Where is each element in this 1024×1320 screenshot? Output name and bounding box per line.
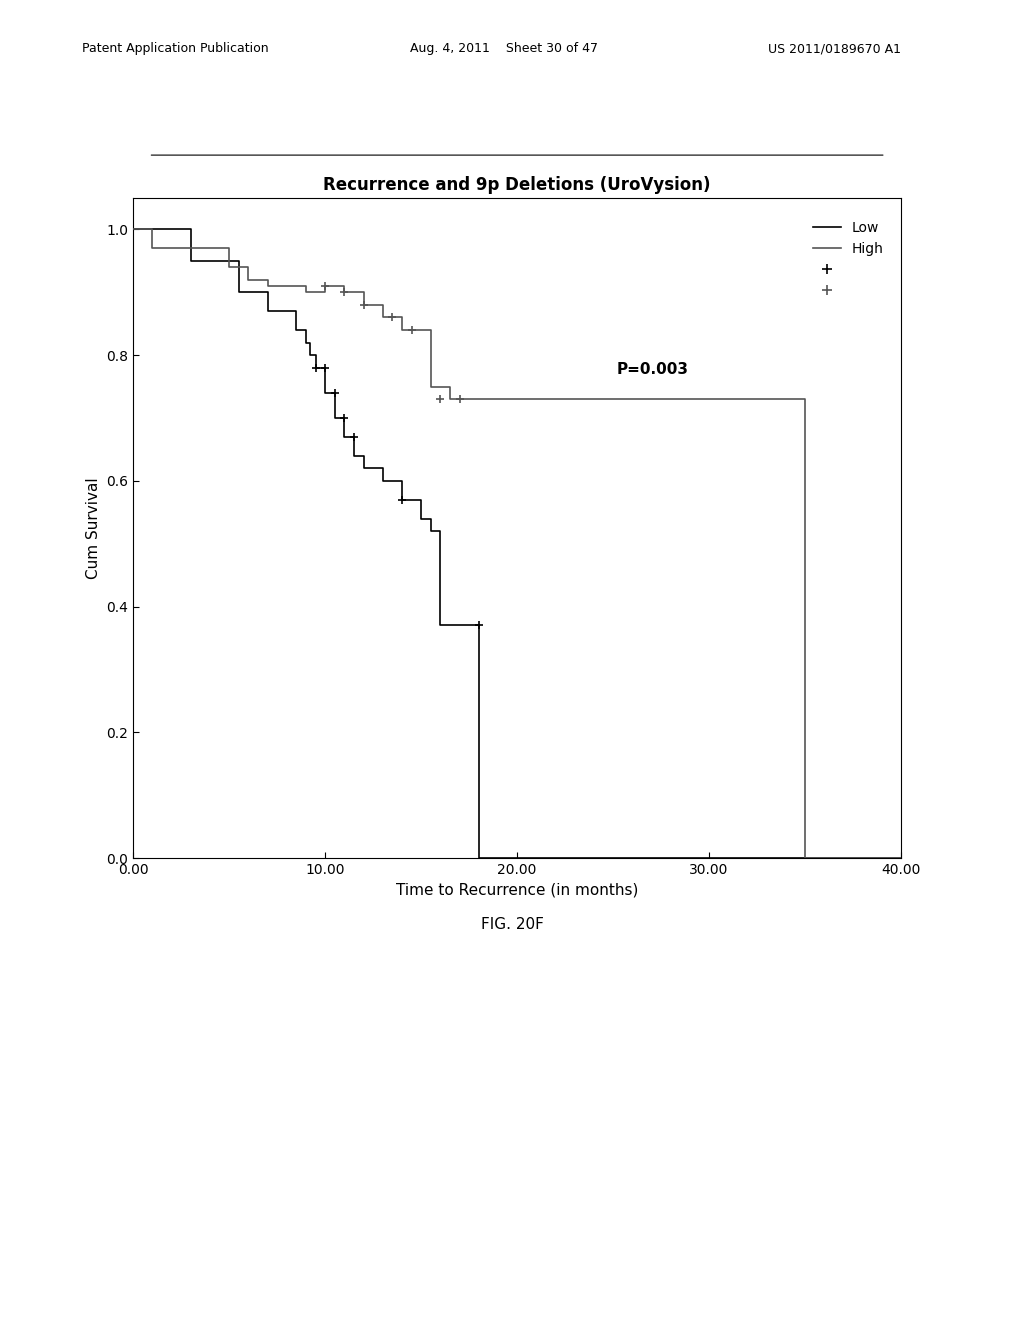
Y-axis label: Cum Survival: Cum Survival (86, 478, 100, 578)
Text: Patent Application Publication: Patent Application Publication (82, 42, 268, 55)
Text: FIG. 20F: FIG. 20F (480, 917, 544, 932)
Title: Recurrence and 9p Deletions (UroVysion): Recurrence and 9p Deletions (UroVysion) (324, 176, 711, 194)
Text: Aug. 4, 2011    Sheet 30 of 47: Aug. 4, 2011 Sheet 30 of 47 (410, 42, 598, 55)
X-axis label: Time to Recurrence (in months): Time to Recurrence (in months) (396, 882, 638, 898)
Text: US 2011/0189670 A1: US 2011/0189670 A1 (768, 42, 901, 55)
Legend: Low, High, , : Low, High, , (807, 215, 889, 304)
Text: P=0.003: P=0.003 (616, 362, 689, 378)
